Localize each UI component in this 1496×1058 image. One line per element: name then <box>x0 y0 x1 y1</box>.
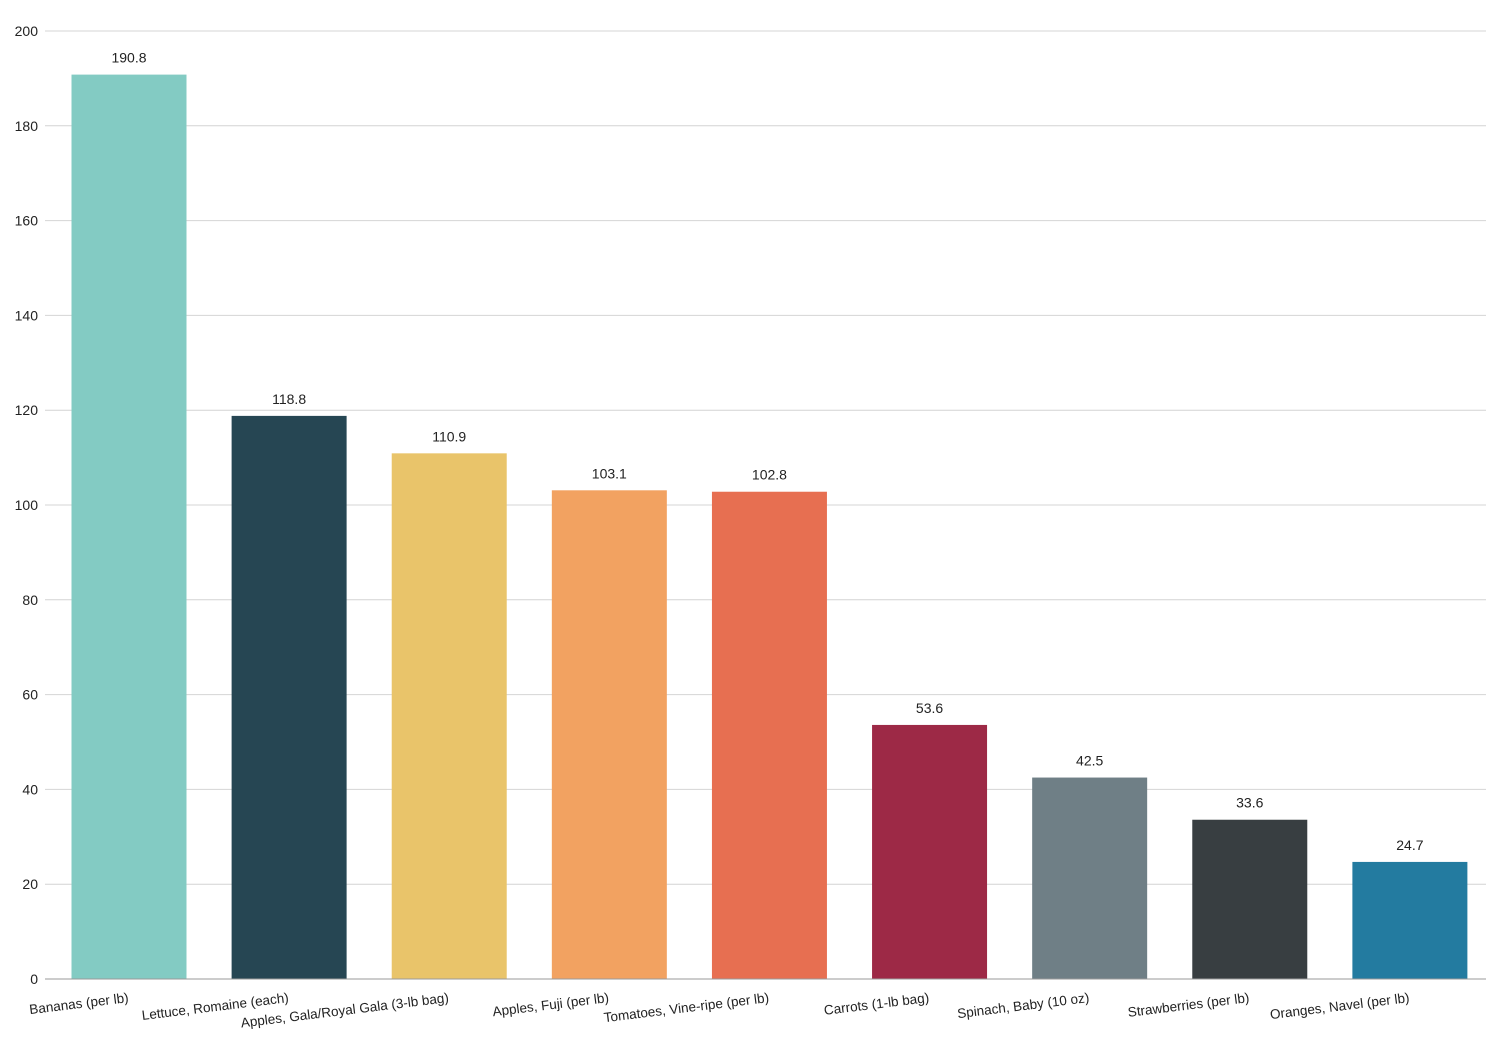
x-category-label: Carrots (1-lb bag) <box>823 990 930 1018</box>
x-category-label: Bananas (per lb) <box>28 990 129 1017</box>
y-tick-label: 20 <box>22 876 38 892</box>
bar-5[interactable] <box>711 491 827 979</box>
value-labels: 190.8 118.8 110.9 103.1 102.8 53.6 42.5 33.6 24.… <box>111 50 1423 853</box>
bar-value-label: 53.6 <box>916 700 943 716</box>
bar-9[interactable] <box>1352 861 1468 979</box>
y-tick-label: 120 <box>15 402 39 418</box>
x-category-label: Apples, Fuji (per lb) <box>492 990 610 1019</box>
bar-value-label: 24.7 <box>1396 837 1423 853</box>
bar-7[interactable] <box>1032 777 1148 979</box>
y-axis-ticks: 0 20 40 60 80 100 120 140 160 180 200 <box>15 23 39 987</box>
x-axis-labels: Bananas (per lb) Lettuce, Romaine (each)A… <box>28 990 1410 1030</box>
y-tick-label: 80 <box>22 592 38 608</box>
y-tick-label: 140 <box>15 307 39 323</box>
bar-3[interactable] <box>391 453 507 980</box>
x-category-label: Spinach, Baby (10 oz) <box>956 990 1090 1021</box>
y-tick-label: 160 <box>15 213 39 229</box>
y-tick-label: 0 <box>30 971 38 987</box>
x-category-label: Oranges, Navel (per lb) <box>1269 990 1410 1022</box>
bar-value-label: 190.8 <box>111 50 146 66</box>
bar-value-label: 42.5 <box>1076 753 1103 769</box>
bar-value-label: 103.1 <box>592 465 627 481</box>
bar-value-label: 110.9 <box>432 428 466 444</box>
bar-8[interactable] <box>1192 819 1308 979</box>
bar-6[interactable] <box>872 724 988 979</box>
bar-value-label: 33.6 <box>1236 795 1263 811</box>
y-tick-label: 100 <box>15 497 39 513</box>
bar-1[interactable] <box>71 74 187 979</box>
bar-4[interactable] <box>551 490 667 979</box>
bar-value-label: 118.8 <box>272 391 306 407</box>
x-category-label: Tomatoes, Vine-ripe (per lb) <box>603 990 770 1025</box>
y-tick-label: 200 <box>15 23 39 39</box>
bar-value-label: 102.8 <box>752 467 787 483</box>
y-tick-label: 40 <box>22 781 38 797</box>
y-tick-label: 180 <box>15 118 39 134</box>
x-category-label: Strawberries (per lb) <box>1127 990 1250 1020</box>
y-tick-label: 60 <box>22 687 38 703</box>
bars <box>71 74 1468 980</box>
bar-2[interactable] <box>231 415 347 979</box>
